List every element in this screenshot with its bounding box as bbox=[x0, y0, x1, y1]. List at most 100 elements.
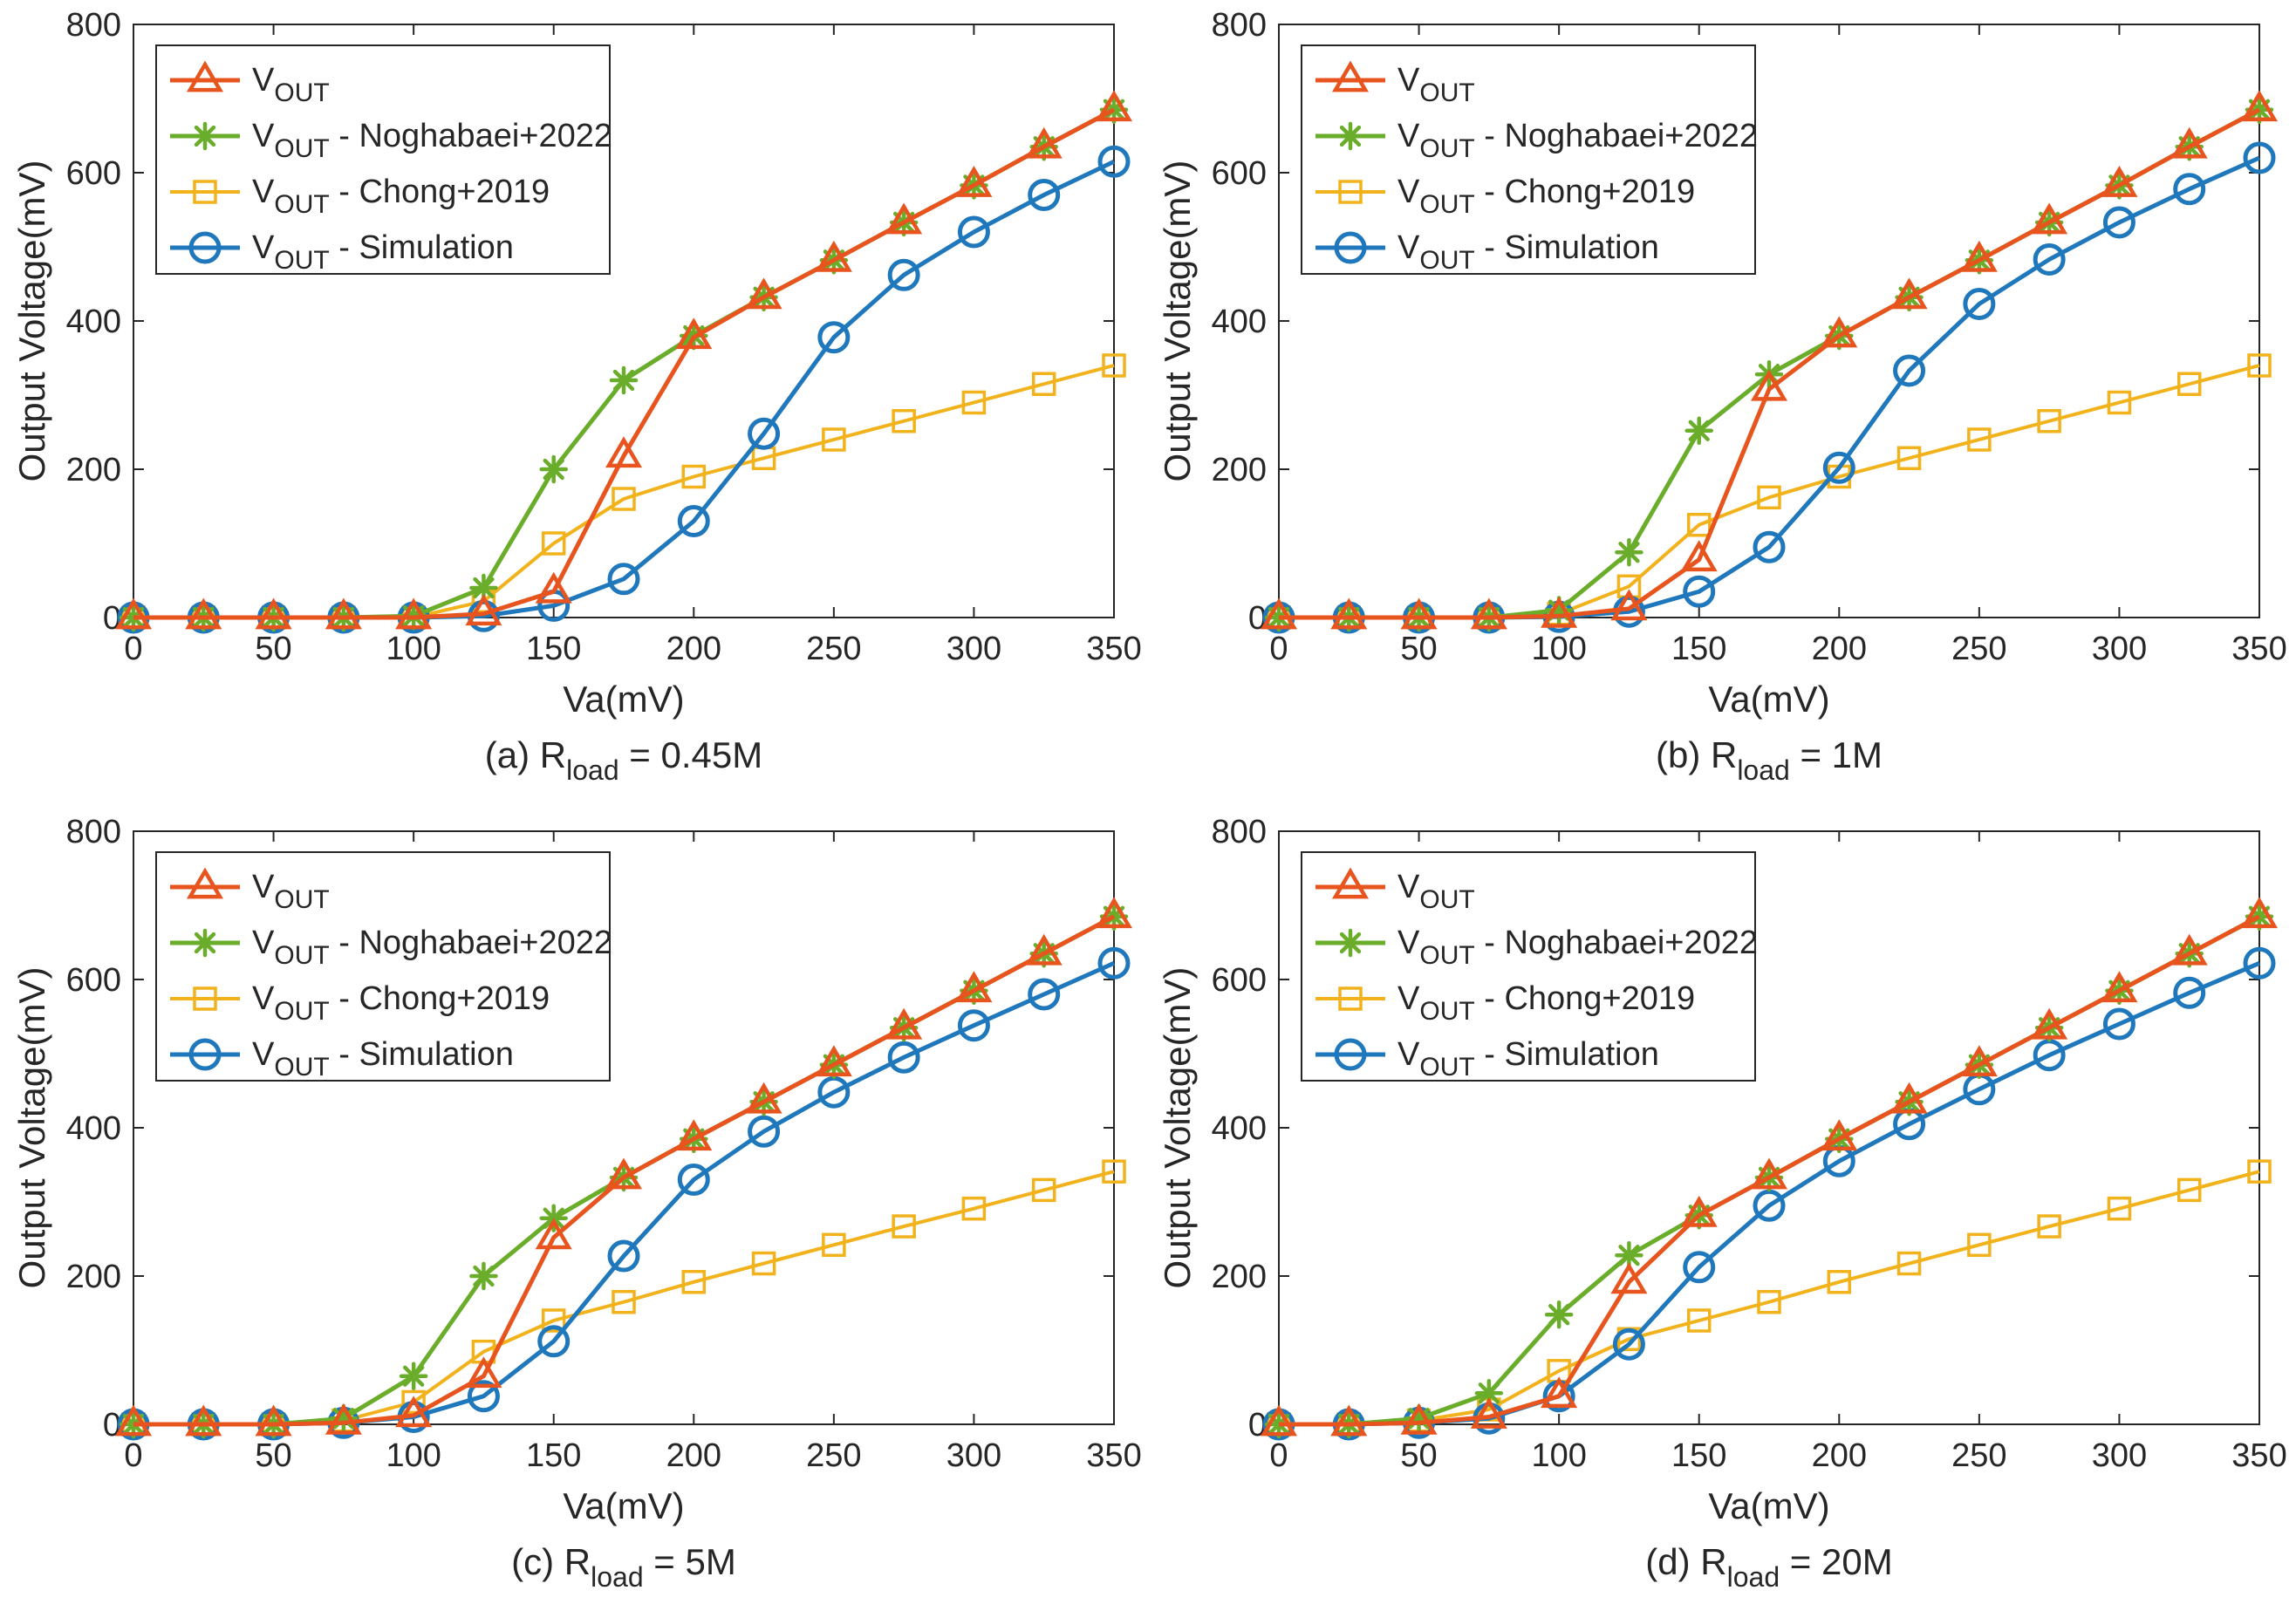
series-line bbox=[1279, 914, 2261, 1427]
data-point-square bbox=[2247, 1159, 2272, 1184]
caption-prefix: (b) R bbox=[1656, 734, 1737, 775]
x-axis: 0 50 100 150 200 250 300 350 bbox=[1269, 831, 2287, 1474]
data-point-square bbox=[961, 1196, 987, 1221]
data-point-circle bbox=[817, 321, 851, 354]
data-point-square bbox=[612, 487, 636, 511]
legend-subscript: OUT bbox=[274, 134, 329, 163]
series-triangle bbox=[114, 90, 1133, 630]
data-point-circle bbox=[2243, 946, 2276, 979]
data-point-triangle bbox=[395, 1396, 433, 1428]
legend-star-icon bbox=[1336, 928, 1365, 958]
x-tick-label: 200 bbox=[666, 631, 721, 667]
data-point-star bbox=[399, 1362, 428, 1390]
x-tick-label: 50 bbox=[255, 631, 291, 667]
legend-entry-2: VOUT - Noghabaei+2022 bbox=[170, 925, 612, 970]
y-axis-label: Output Voltage(mV) bbox=[1157, 160, 1198, 482]
data-point-circle bbox=[607, 1239, 640, 1273]
y-axis-label: Output Voltage(mV) bbox=[1157, 967, 1198, 1289]
data-point-triangle bbox=[2170, 933, 2208, 966]
panel-caption: (a) Rload = 0.45M bbox=[485, 734, 762, 786]
legend-label: VOUT - Chong+2019 bbox=[252, 980, 550, 1026]
legend-rest: - Noghabaei+2022 bbox=[1475, 925, 1758, 961]
data-point-triangle bbox=[1470, 1397, 1507, 1429]
legend-label: VOUT - Noghabaei+2022 bbox=[252, 925, 612, 970]
legend-entry-1: VOUT bbox=[170, 60, 330, 107]
data-point-circle bbox=[1028, 179, 1061, 211]
data-point-circle bbox=[1097, 145, 1131, 178]
data-point-triangle bbox=[325, 1403, 362, 1435]
data-point-star bbox=[1615, 537, 1643, 567]
series-line bbox=[133, 914, 1116, 1427]
data-point-square bbox=[401, 1389, 426, 1415]
legend-label: VOUT bbox=[1397, 869, 1475, 914]
y-tick-label: 800 bbox=[1212, 814, 1267, 850]
data-point-circle bbox=[1753, 530, 1786, 563]
data-point-triangle bbox=[675, 317, 713, 350]
legend-circle-icon bbox=[188, 1038, 222, 1071]
x-tick-label: 300 bbox=[2092, 631, 2147, 667]
legend-entry-2: VOUT - Noghabaei+2022 bbox=[170, 118, 612, 163]
data-point-square bbox=[892, 409, 916, 433]
data-point-circle bbox=[957, 1009, 990, 1042]
caption-suffix: = 0.45M bbox=[619, 734, 763, 775]
legend-box bbox=[155, 44, 611, 275]
x-tick-label: 250 bbox=[806, 631, 861, 667]
legend-box bbox=[155, 851, 611, 1082]
data-point-square bbox=[2107, 1196, 2132, 1221]
x-tick-label: 200 bbox=[666, 1437, 721, 1474]
data-point-triangle bbox=[185, 1404, 222, 1437]
data-point-circle bbox=[2102, 206, 2135, 239]
data-point-circle bbox=[1822, 451, 1855, 484]
y-tick-label: 600 bbox=[66, 155, 121, 192]
x-axis: 0 50 100 150 200 250 300 350 bbox=[124, 831, 1142, 1474]
data-point-triangle bbox=[885, 202, 923, 235]
y-tick-label: 200 bbox=[1212, 1259, 1267, 1295]
legend-rest: - Simulation bbox=[330, 1036, 514, 1073]
data-point-square bbox=[1102, 353, 1126, 378]
legend-subscript: OUT bbox=[1419, 941, 1474, 970]
x-tick-label: 0 bbox=[124, 631, 142, 667]
x-tick-label: 150 bbox=[526, 1437, 581, 1474]
data-point-triangle bbox=[255, 597, 292, 630]
legend-box bbox=[1301, 851, 1756, 1082]
data-point-triangle bbox=[1330, 1404, 1368, 1437]
data-point-triangle bbox=[2101, 971, 2138, 1003]
legend-label: VOUT - Noghabaei+2022 bbox=[1397, 118, 1758, 163]
legend-main: V bbox=[1397, 925, 1420, 961]
data-point-square bbox=[751, 1251, 776, 1276]
x-tick-label: 350 bbox=[1086, 631, 1141, 667]
data-point-triangle bbox=[255, 1404, 292, 1437]
data-point-triangle bbox=[1610, 1262, 1648, 1294]
y-axis-label: Output Voltage(mV) bbox=[11, 160, 52, 482]
x-tick-label: 250 bbox=[1951, 1437, 2006, 1474]
caption-prefix: (d) R bbox=[1645, 1541, 1726, 1582]
series-triangle bbox=[1260, 897, 2279, 1437]
y-tick-label: 400 bbox=[1212, 1110, 1267, 1147]
data-point-triangle bbox=[955, 971, 993, 1003]
x-tick-label: 50 bbox=[1400, 1437, 1437, 1474]
data-point-triangle bbox=[1400, 597, 1438, 630]
legend-triangle-icon bbox=[186, 867, 224, 899]
legend-label: VOUT - Chong+2019 bbox=[252, 174, 550, 219]
legend-main: V bbox=[252, 118, 275, 154]
data-point-square bbox=[541, 531, 566, 556]
data-point-triangle bbox=[1960, 240, 1998, 272]
legend-label: VOUT bbox=[1397, 62, 1475, 107]
data-point-circle bbox=[1612, 1328, 1645, 1361]
caption-subscript: load bbox=[1737, 754, 1790, 786]
data-point-triangle bbox=[1750, 1157, 1788, 1190]
data-point-circle bbox=[1963, 287, 1996, 320]
data-point-circle bbox=[1753, 1189, 1786, 1222]
data-point-triangle bbox=[605, 436, 643, 468]
legend-circle-icon bbox=[1334, 1038, 1367, 1071]
data-point-triangle bbox=[1541, 596, 1578, 628]
data-point-triangle bbox=[1330, 597, 1368, 630]
legend-label: VOUT bbox=[252, 62, 330, 107]
data-point-square bbox=[681, 464, 707, 489]
y-tick-label: 800 bbox=[66, 7, 121, 44]
data-point-square bbox=[961, 390, 987, 415]
